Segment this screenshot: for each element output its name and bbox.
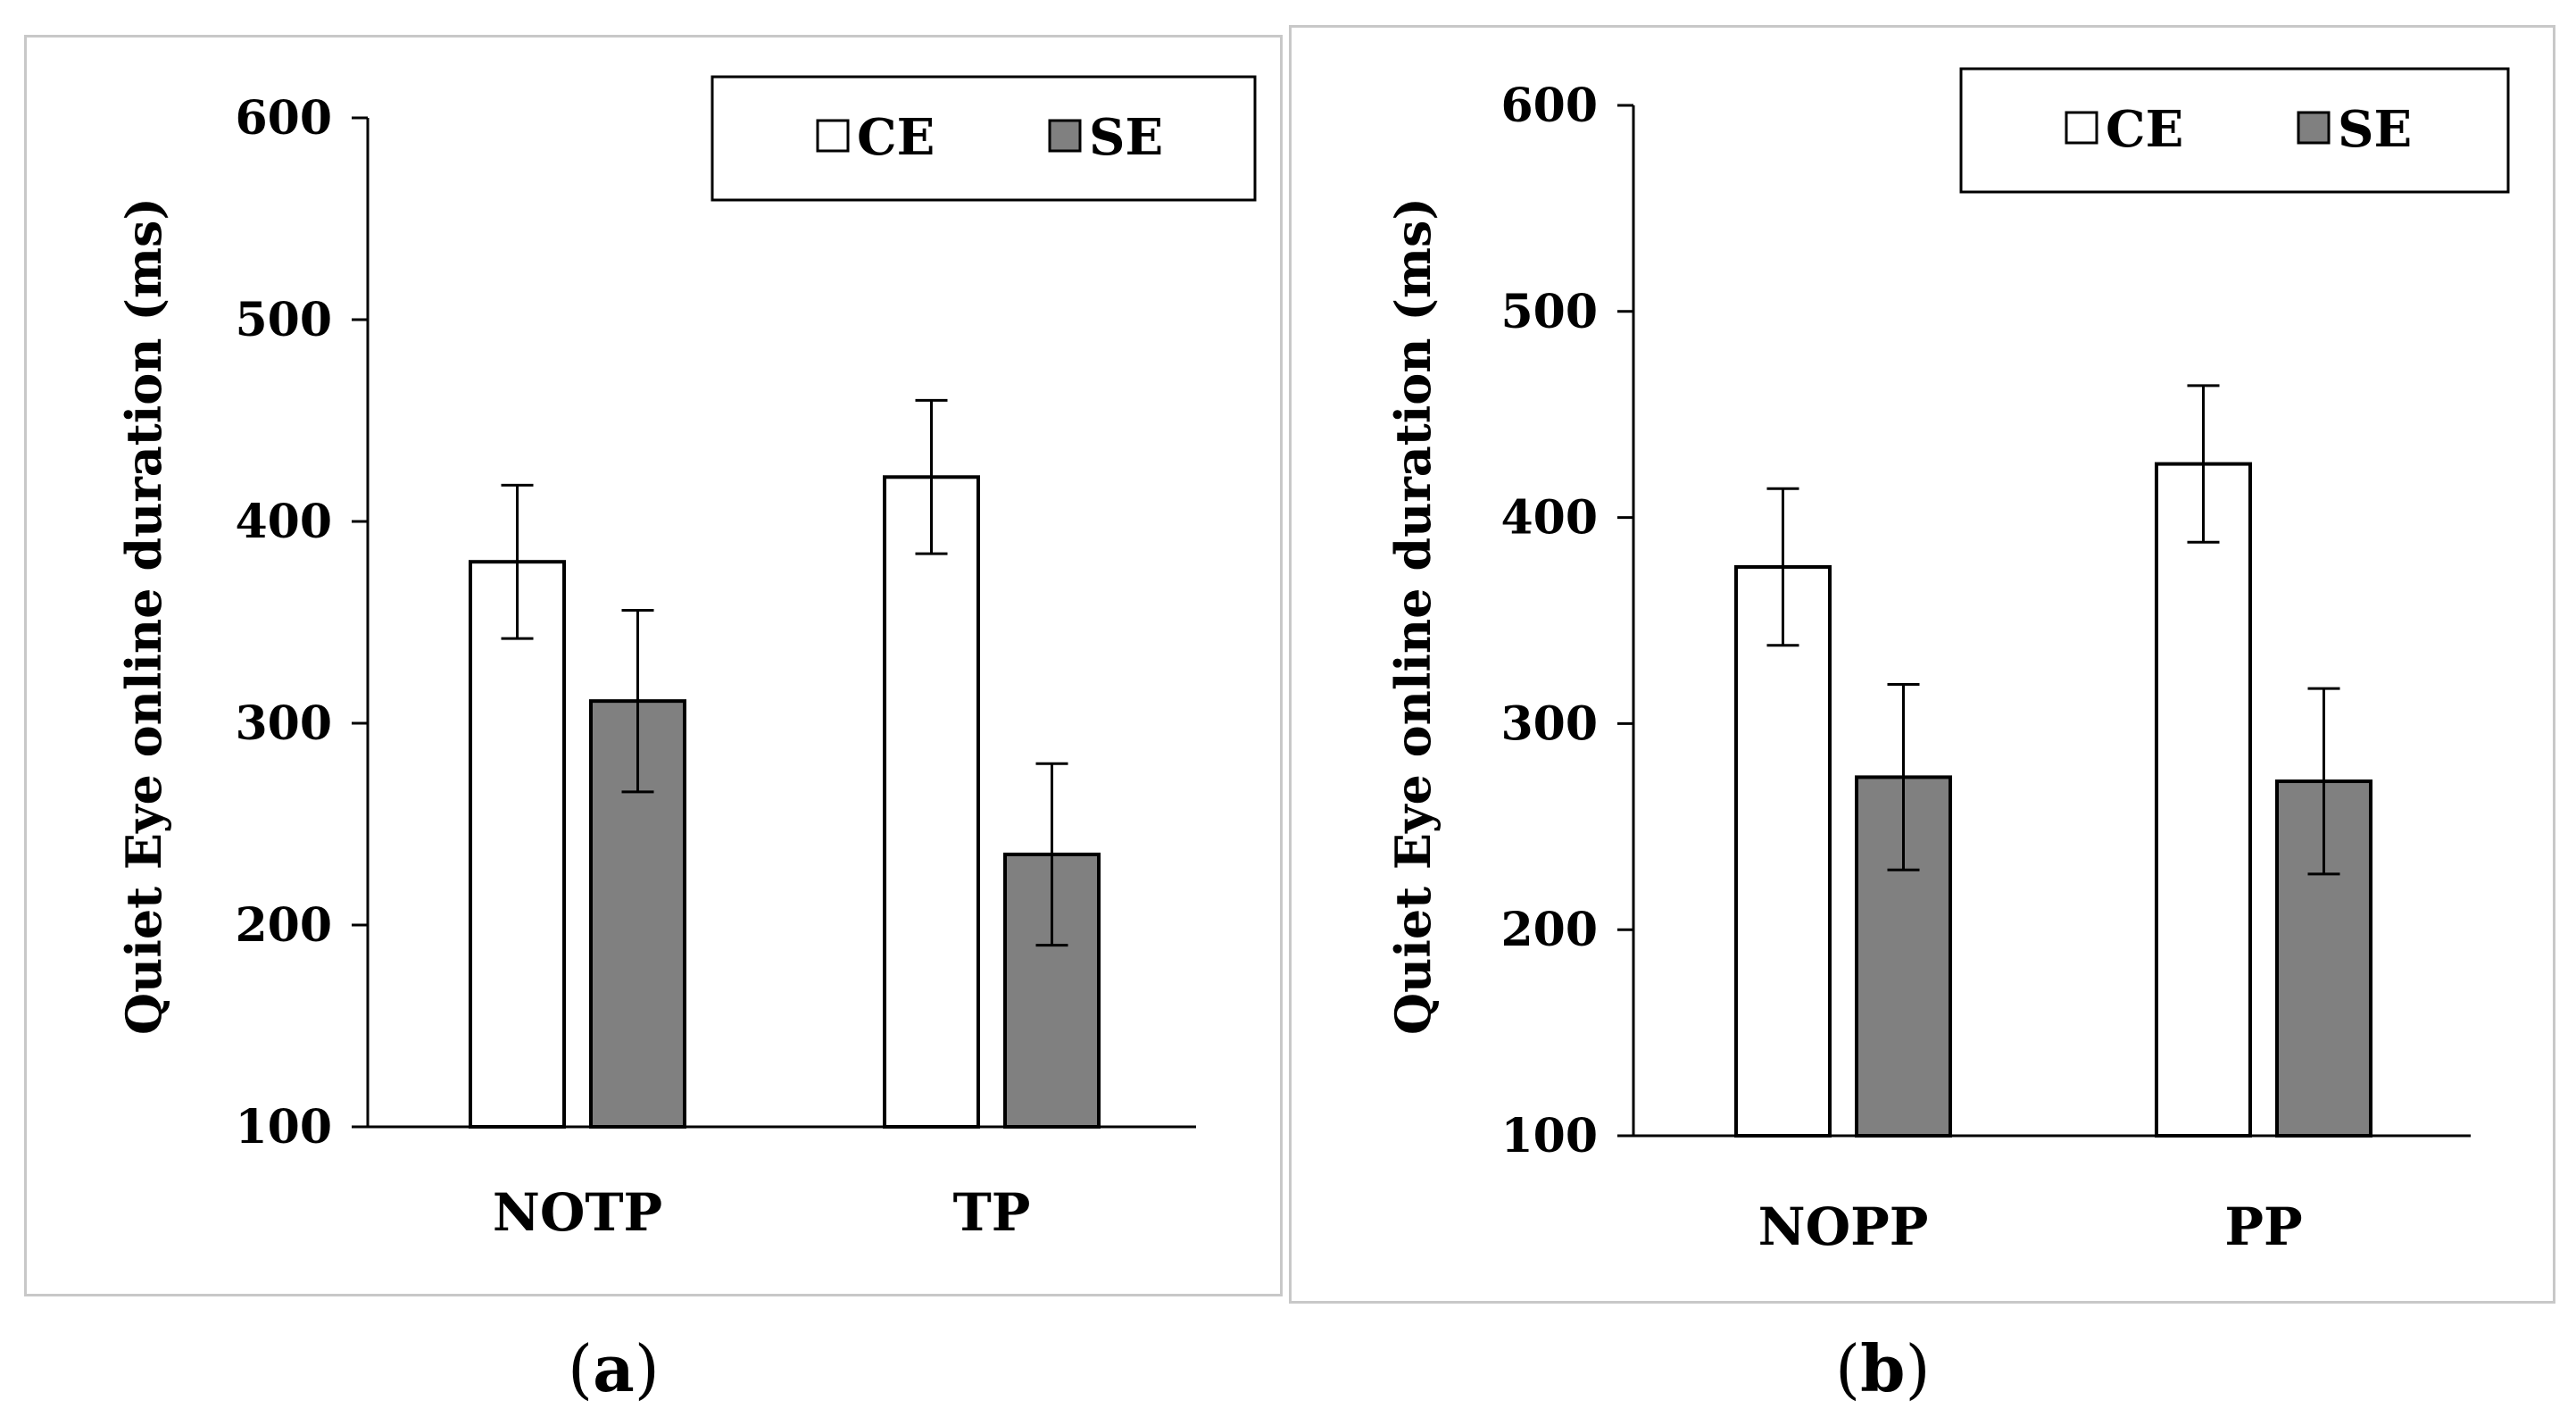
y-tick-label: 500 bbox=[1500, 285, 1598, 339]
y-tick-label: 400 bbox=[235, 495, 332, 549]
category-label: NOPP bbox=[1758, 1196, 1929, 1257]
y-tick-label: 200 bbox=[1500, 903, 1598, 957]
y-tick-label: 500 bbox=[235, 293, 332, 347]
bar-ce-notp bbox=[469, 560, 566, 1129]
category-label: NOTP bbox=[493, 1182, 662, 1243]
y-tick-label: 200 bbox=[235, 898, 332, 953]
y-tick-label: 300 bbox=[235, 696, 332, 751]
legend-swatch-se bbox=[2297, 111, 2331, 145]
legend-label-se: SE bbox=[2338, 100, 2412, 159]
legend-box bbox=[1959, 67, 2510, 194]
y-tick-label: 300 bbox=[1500, 696, 1598, 751]
y-tick-label: 600 bbox=[235, 91, 332, 146]
category-label: PP bbox=[2224, 1196, 2302, 1257]
bar-ce-nopp bbox=[1734, 564, 1832, 1138]
legend-label-ce: CE bbox=[2106, 100, 2183, 159]
caption-b: (b) bbox=[1835, 1330, 1931, 1406]
legend-label-ce: CE bbox=[857, 108, 935, 167]
legend-swatch-se bbox=[1048, 119, 1082, 153]
legend-swatch-ce bbox=[2065, 111, 2098, 145]
y-tick-label: 100 bbox=[235, 1100, 332, 1154]
y-axis-label: Quiet Eye online duration (ms) bbox=[115, 197, 172, 1035]
y-tick-label: 600 bbox=[1500, 79, 1598, 133]
legend-swatch-ce bbox=[816, 119, 850, 153]
legend-label-se: SE bbox=[1089, 108, 1163, 167]
bar-ce-tp bbox=[883, 475, 980, 1129]
chart-b: 100 200 300 400 500 600 Quiet Eye online durat… bbox=[1384, 67, 2510, 1257]
bar-ce-pp bbox=[2155, 462, 2252, 1138]
y-tick-label: 400 bbox=[1500, 491, 1598, 546]
legend-box bbox=[710, 75, 1257, 202]
caption-a: (a) bbox=[568, 1330, 660, 1406]
y-tick-label: 100 bbox=[1500, 1109, 1598, 1163]
chart-a: 100 200 300 400 500 600 Quiet Eye online durat… bbox=[115, 75, 1257, 1243]
category-label: TP bbox=[953, 1182, 1031, 1243]
y-axis-label: Quiet Eye online duration (ms) bbox=[1384, 197, 1442, 1035]
